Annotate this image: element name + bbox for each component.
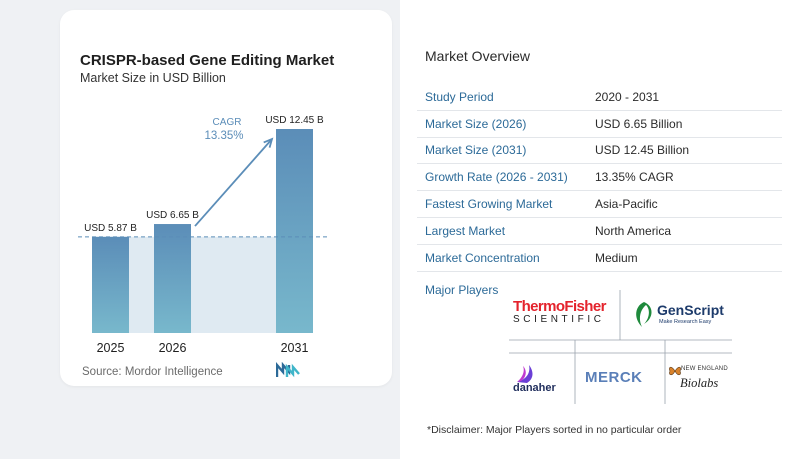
overview-row: Market Concentration Medium [417,245,782,272]
thermofisher-name: ThermoFisher [513,298,606,315]
cagr-label: CAGR [213,117,242,128]
thermofisher-logo: ThermoFisher SCIENTIFIC [513,298,619,325]
overview-row: Largest Market North America [417,218,782,245]
overview-key: Study Period [425,89,494,104]
overview-row: Study Period 2020 - 2031 [417,84,782,111]
neb-script-text: Biolabs [680,376,719,390]
overview-value: Medium [595,250,638,265]
data-label-2026: USD 6.65 B [146,210,199,221]
bar-2026 [154,224,191,333]
neb-logo: NEW ENGLAND Biolabs [668,364,730,404]
chart-source: Source: Mordor Intelligence [82,366,223,378]
x-tick-2031: 2031 [281,341,309,355]
overview-value: 2020 - 2031 [595,89,660,104]
overview-value: 13.35% CAGR [595,170,674,185]
neb-top-text: NEW ENGLAND [681,366,728,372]
overview-key: Largest Market [425,223,506,238]
overview-row: Market Size (2026) USD 6.65 Billion [417,111,782,138]
overview-table: Study Period 2020 - 2031 Market Size (20… [417,84,782,272]
overview-value: North America [595,223,672,238]
chart-title: CRISPR-based Gene Editing Market [80,52,335,69]
chart-subtitle: Market Size in USD Billion [80,71,226,85]
genscript-logo: GenScript Make Research Easy [632,298,732,332]
overview-row: Fastest Growing Market Asia-Pacific [417,191,782,218]
data-label-2025: USD 5.87 B [84,223,137,234]
overview-row: Growth Rate (2026 - 2031) 13.35% CAGR [417,164,782,192]
mordor-logo-icon [276,362,300,378]
x-tick-2026: 2026 [159,341,187,355]
butterfly-icon [669,366,681,376]
overview-value: USD 6.65 Billion [595,116,683,131]
overview-row: Market Size (2031) USD 12.45 Billion [417,138,782,165]
x-tick-2025: 2025 [97,341,125,355]
overview-value: USD 12.45 Billion [595,143,690,158]
overview-value: Asia-Pacific [595,197,658,212]
overview-key: Fastest Growing Market [425,197,553,212]
bar-chart: USD 5.87 B 2025 USD 6.65 B 2026 USD 12.45 B 2… [78,115,328,355]
merck-logo: MERCK [585,369,643,386]
overview-key: Market Size (2031) [425,143,527,158]
data-label-2031: USD 12.45 B [265,115,324,126]
danaher-mark-icon [517,365,533,383]
cagr-value: 13.35% [204,130,243,142]
danaher-logo: danaher [513,364,573,400]
overview-key: Market Concentration [425,250,540,265]
major-players-label: Major Players [425,283,499,297]
bar-2031 [276,129,313,333]
overview-panel [400,0,800,459]
overview-title: Market Overview [425,48,531,64]
danaher-name: danaher [513,382,556,394]
bar-2025 [92,236,129,333]
overview-key: Growth Rate (2026 - 2031) [425,170,568,185]
disclaimer: *Disclaimer: Major Players sorted in no … [427,424,682,436]
genscript-tagline: Make Research Easy [659,319,712,325]
cagr-arrow [194,138,273,227]
genscript-leaf-icon [636,302,652,327]
overview-key: Market Size (2026) [425,116,527,131]
thermofisher-sub: SCIENTIFIC [513,314,605,325]
cagr-arrowhead [263,137,274,148]
genscript-name: GenScript [657,302,724,318]
